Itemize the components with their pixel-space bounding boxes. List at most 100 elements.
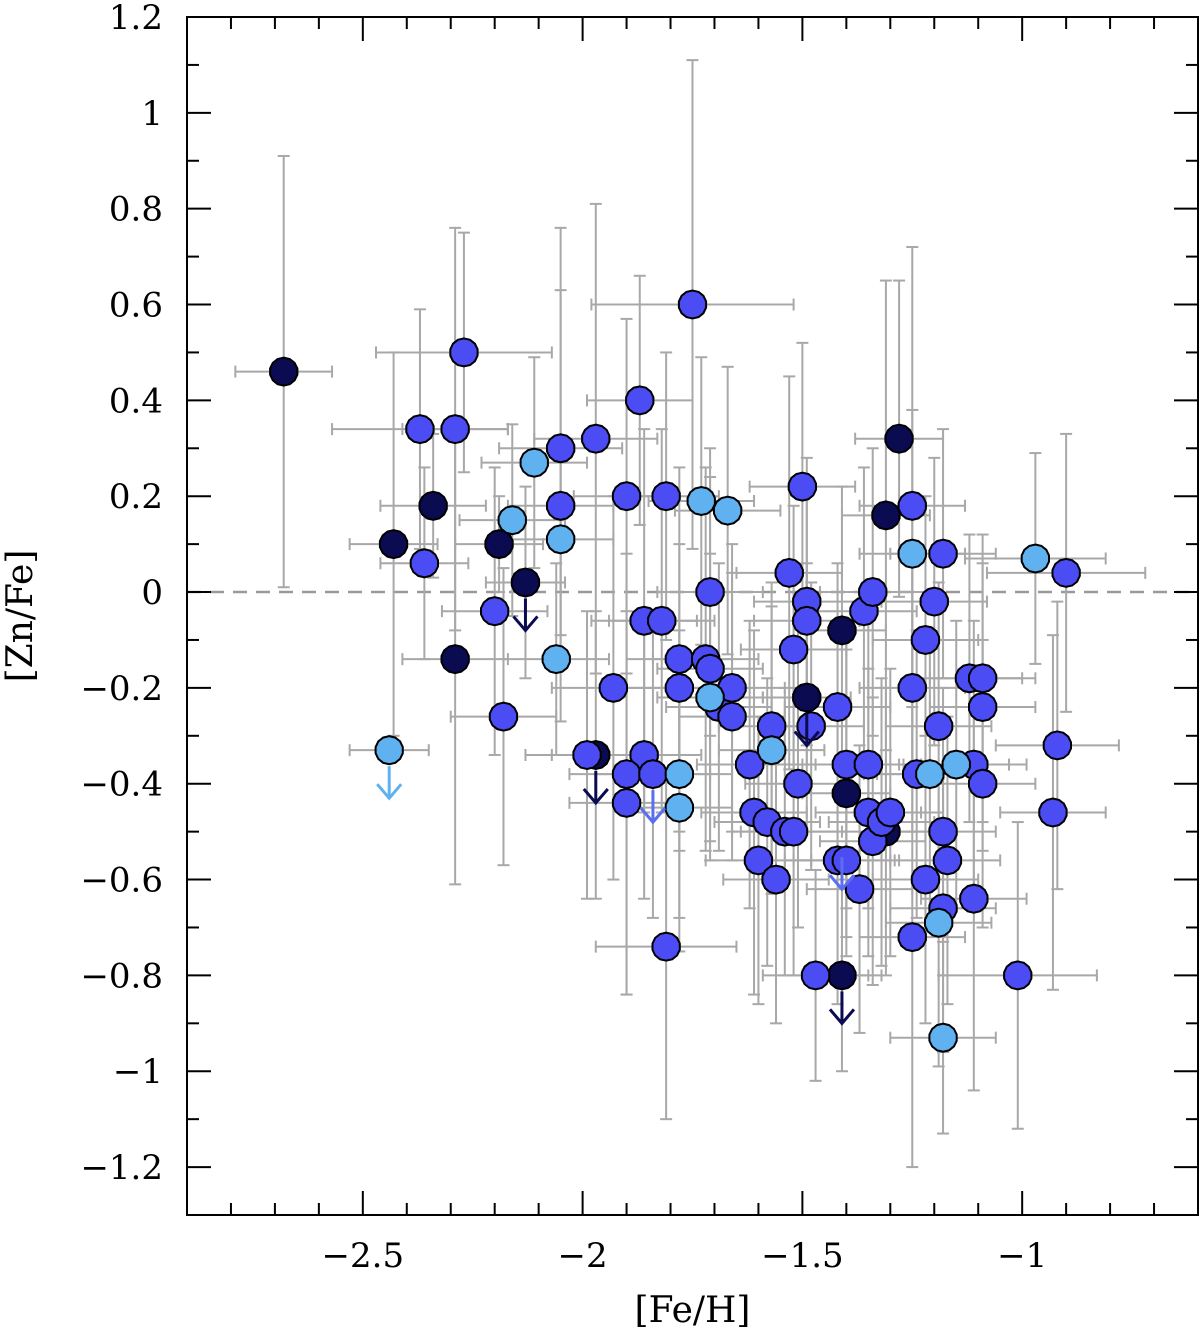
- data-point: [625, 385, 655, 416]
- upper-limit-arrow: [376, 766, 403, 801]
- data-point: [827, 960, 857, 991]
- axis-ticks-layer: −2.5 −2 −1.5 −1 1.2 1 0.8 0.6 0.4 0.2 0 −0.2 −0.4 −0.…: [80, 0, 1198, 1276]
- data-point: [269, 356, 299, 387]
- x-tick-label: −2: [558, 1236, 608, 1276]
- data-point: [910, 864, 941, 895]
- y-tick-label: −0.4: [80, 765, 163, 805]
- data-point: [853, 749, 883, 780]
- arrow-head: [828, 1008, 856, 1026]
- data-point: [831, 778, 861, 809]
- y-tick-label: −0.8: [80, 956, 163, 996]
- data-point: [884, 423, 914, 454]
- upper-limit-arrow: [793, 713, 820, 748]
- data-point: [651, 481, 681, 512]
- data-point: [686, 485, 716, 517]
- plot-frame: [186, 16, 1199, 1216]
- y-tick-label: 0: [141, 573, 163, 613]
- data-point: [796, 711, 826, 742]
- y-tick-label: 1.2: [109, 0, 163, 38]
- data-point: [497, 505, 527, 536]
- x-tick-label: −1.5: [761, 1236, 844, 1276]
- data-point: [664, 672, 694, 703]
- arrow-head: [582, 787, 609, 806]
- x-tick-label: −1: [997, 1236, 1047, 1276]
- data-point: [897, 672, 927, 703]
- data-point: [822, 691, 853, 723]
- data-point: [664, 792, 694, 823]
- data-point: [581, 423, 611, 454]
- data-point: [519, 447, 549, 478]
- upper-limit-arrow: [828, 991, 856, 1026]
- data-point: [897, 538, 927, 569]
- data-point: [792, 605, 822, 636]
- data-point: [932, 845, 963, 876]
- data-point: [374, 735, 404, 766]
- data-point: [919, 586, 949, 617]
- plot-border: [186, 16, 1199, 1216]
- y-tick-label: −0.6: [80, 861, 163, 901]
- data-point: [647, 605, 677, 636]
- arrow-head: [793, 730, 820, 748]
- upper-limit-arrow: [582, 770, 609, 806]
- data-point: [1042, 730, 1072, 761]
- data-point: [792, 682, 822, 713]
- data-point: [743, 845, 774, 876]
- data-point: [800, 960, 831, 991]
- data-point: [717, 672, 747, 703]
- data-point: [928, 816, 958, 847]
- x-axis-title: [Fe/H]: [635, 1290, 751, 1331]
- data-point: [598, 672, 628, 703]
- data-point: [717, 701, 747, 732]
- x-tick-label: −2.5: [322, 1236, 405, 1276]
- data-point: [959, 883, 989, 914]
- data-point: [440, 644, 470, 675]
- upper-limit-arrows-layer: [376, 598, 856, 1026]
- y-tick-label: 0.6: [109, 286, 163, 326]
- data-point: [405, 414, 435, 445]
- data-point: [831, 845, 861, 876]
- y-tick-label: 0.4: [109, 381, 163, 421]
- data-point: [409, 548, 439, 579]
- y-tick-label: 0.2: [109, 477, 163, 517]
- upper-limit-arrow: [639, 790, 667, 825]
- data-point: [1051, 557, 1081, 588]
- data-point: [664, 644, 694, 675]
- data-point: [783, 768, 813, 799]
- data-point: [871, 500, 901, 531]
- data-point: [695, 682, 725, 713]
- data-point: [928, 538, 958, 569]
- y-tick-label: 1: [141, 94, 163, 134]
- data-point: [1020, 543, 1050, 574]
- y-tick-label: 0.8: [109, 190, 163, 230]
- data-point: [440, 414, 470, 445]
- data-point: [1038, 797, 1068, 828]
- data-point: [418, 490, 448, 521]
- data-point: [695, 576, 725, 608]
- data-point: [449, 337, 479, 368]
- upper-limit-arrow: [512, 598, 539, 633]
- data-point: [924, 907, 954, 938]
- y-tick-label: −1: [113, 1052, 163, 1092]
- data-point: [510, 567, 541, 598]
- y-axis-title: [Zn/Fe]: [0, 550, 41, 683]
- data-point: [757, 735, 787, 766]
- data-point: [611, 759, 642, 790]
- arrow-head: [639, 807, 667, 825]
- data-point: [638, 759, 668, 790]
- data-point: [664, 759, 694, 790]
- arrow-head: [828, 874, 856, 892]
- y-tick-label: −1.2: [80, 1148, 163, 1188]
- y-tick-label: −0.2: [80, 669, 163, 709]
- data-point: [611, 481, 642, 512]
- data-point: [541, 644, 571, 675]
- data-point: [968, 663, 998, 694]
- data-point: [651, 931, 681, 962]
- data-point: [480, 596, 510, 627]
- data-point: [572, 739, 602, 771]
- data-point: [779, 816, 809, 847]
- data-point: [774, 557, 804, 588]
- arrow-head: [512, 615, 539, 633]
- error-bars-layer: [234, 59, 1147, 1169]
- upper-limit-arrow: [828, 857, 856, 892]
